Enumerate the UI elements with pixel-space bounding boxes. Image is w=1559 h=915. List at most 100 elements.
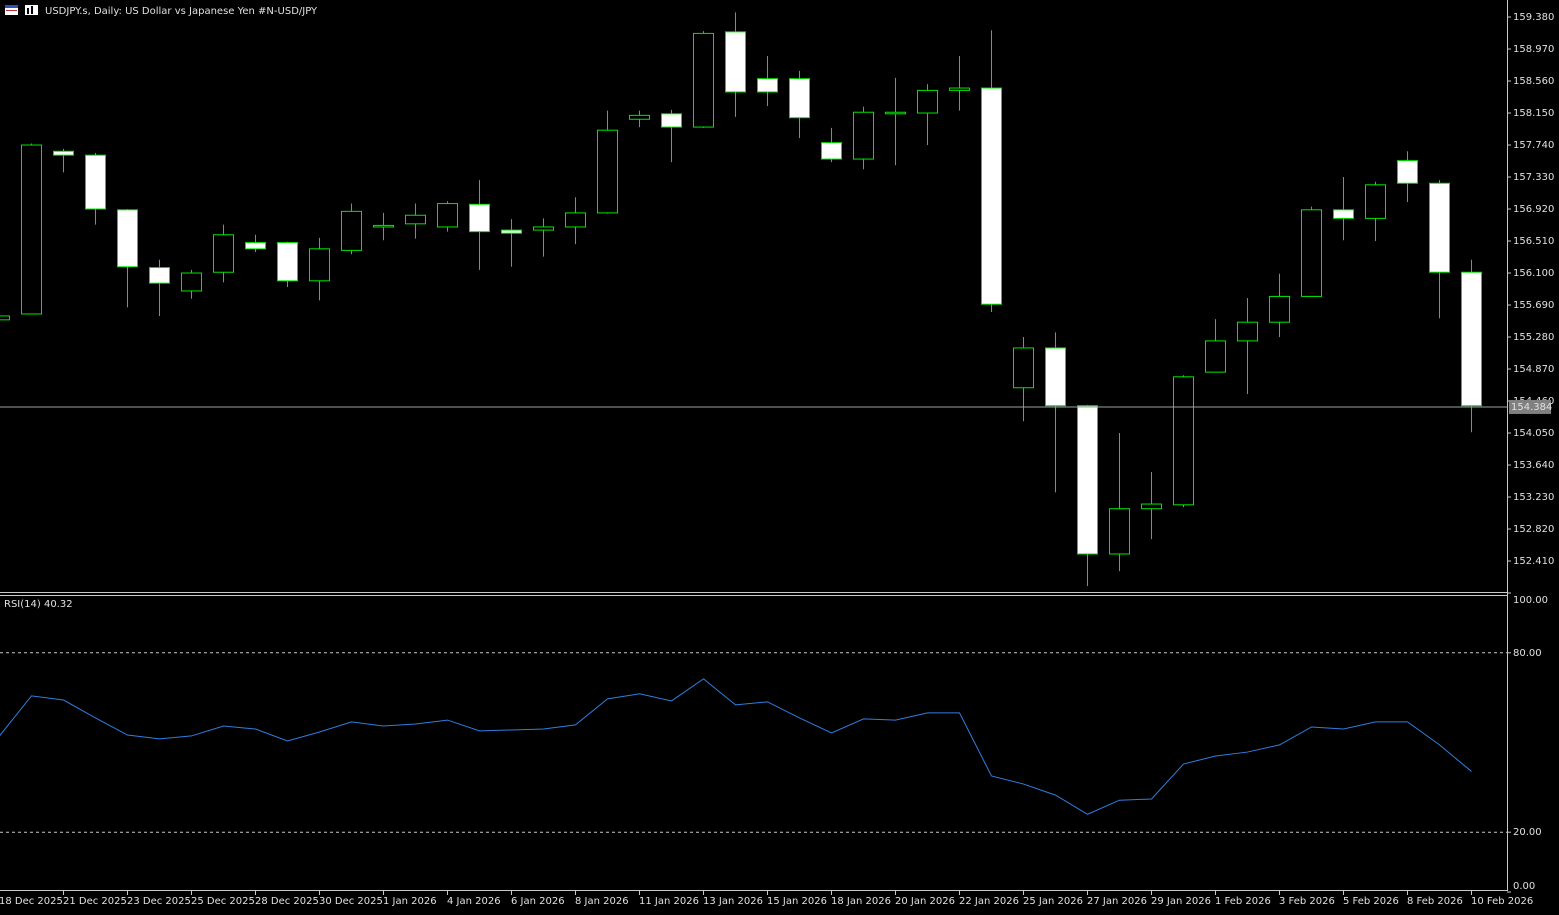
candle-body [1109, 508, 1130, 555]
candle-body [533, 226, 554, 231]
x-tick-label: 27 Jan 2026 [1087, 896, 1147, 907]
x-tick-label: 28 Dec 2025 [255, 896, 319, 907]
x-tick-label: 18 Jan 2026 [831, 896, 891, 907]
y-tick-label: 100.00 [1513, 595, 1548, 606]
x-tick-label: 8 Feb 2026 [1407, 896, 1463, 907]
flag-stripe [6, 10, 17, 11]
last-price-label: 154.384 [1511, 402, 1552, 413]
x-tick-label: 11 Jan 2026 [639, 896, 699, 907]
candle-body [373, 224, 394, 228]
candle-body [1077, 405, 1098, 555]
y-tick-label: 153.230 [1513, 492, 1554, 503]
candle-body [1141, 503, 1162, 510]
y-tick-label: 152.820 [1513, 524, 1554, 535]
candle-body [789, 78, 810, 119]
y-tick-label: 154.870 [1513, 364, 1554, 375]
flag-stripe [5, 5, 18, 8]
candle-body [1013, 347, 1034, 389]
x-tick-label: 13 Jan 2026 [703, 896, 763, 907]
y-tick-label: 156.100 [1513, 268, 1554, 279]
candle-body [245, 242, 266, 250]
y-tick-label: 158.970 [1513, 44, 1554, 55]
candle-body [181, 272, 202, 292]
x-tick-label: 8 Jan 2026 [575, 896, 629, 907]
candle-body [693, 32, 714, 128]
y-tick-label: 158.560 [1513, 76, 1554, 87]
x-tick-label: 5 Feb 2026 [1343, 896, 1399, 907]
candle-body [1173, 376, 1194, 506]
y-tick-label: 155.280 [1513, 332, 1554, 343]
candle-body [661, 113, 682, 128]
indicator-title: RSI(14) 40.32 [4, 599, 73, 610]
y-tick-label: 158.150 [1513, 108, 1554, 119]
candle-body [853, 111, 874, 160]
y-tick-label: 159.380 [1513, 12, 1554, 23]
candle-body [1269, 295, 1290, 323]
candle-body [757, 78, 778, 93]
candle-body [1045, 347, 1066, 407]
candle-body [53, 150, 74, 156]
candle-body [885, 111, 906, 115]
candle-body [565, 212, 586, 228]
x-tick-label: 29 Jan 2026 [1151, 896, 1211, 907]
x-tick-label: 18 Dec 2025 [0, 896, 63, 907]
candle-body [85, 154, 106, 210]
candle-body [949, 87, 970, 91]
candle-body [0, 315, 10, 321]
y-tick-label: 20.00 [1513, 827, 1542, 838]
x-tick-label: 3 Feb 2026 [1279, 896, 1335, 907]
candle-body [309, 248, 330, 282]
candle-body [597, 129, 618, 214]
candle-body [21, 144, 42, 315]
symbol-icons [5, 5, 38, 15]
candle-body [277, 242, 298, 282]
x-tick-label: 1 Jan 2026 [383, 896, 437, 907]
last-price-box [1509, 399, 1551, 414]
candle-body [469, 203, 490, 233]
chart-icon-bar [31, 6, 33, 14]
y-tick-label: 155.690 [1513, 300, 1554, 311]
candle-body [341, 210, 362, 251]
candle-body [1301, 209, 1322, 297]
x-tick-label: 20 Jan 2026 [895, 896, 955, 907]
candle-body [149, 267, 170, 284]
candle-body [725, 31, 746, 93]
candle-body [213, 234, 234, 273]
candle-body [501, 229, 522, 234]
candle-body [1205, 340, 1226, 373]
y-tick-label: 0.00 [1513, 881, 1535, 892]
x-tick-label: 23 Dec 2025 [127, 896, 191, 907]
y-tick-label: 154.050 [1513, 428, 1554, 439]
rsi-line [0, 678, 1472, 815]
candle-body [981, 87, 1002, 305]
x-tick-label: 6 Jan 2026 [511, 896, 565, 907]
candle-body [629, 114, 650, 120]
y-tick-label: 80.00 [1513, 648, 1542, 659]
x-tick-label: 25 Jan 2026 [1023, 896, 1083, 907]
chart-title: USDJPY.s, Daily: US Dollar vs Japanese Y… [45, 6, 318, 17]
x-tick-label: 10 Feb 2026 [1471, 896, 1533, 907]
x-tick-label: 30 Dec 2025 [319, 896, 383, 907]
candle-body [821, 142, 842, 160]
y-tick-label: 156.510 [1513, 236, 1554, 247]
candle-body [1365, 184, 1386, 219]
y-tick-label: 152.410 [1513, 556, 1554, 567]
y-tick-label: 157.740 [1513, 140, 1554, 151]
chart-icon-bar [27, 8, 29, 14]
x-tick-label: 15 Jan 2026 [767, 896, 827, 907]
candle-body [437, 203, 458, 228]
candle-body [917, 89, 938, 114]
x-tick-label: 4 Jan 2026 [447, 896, 501, 907]
candle-body [117, 209, 138, 268]
candle-body [405, 214, 426, 225]
x-tick-label: 22 Jan 2026 [959, 896, 1019, 907]
x-tick-label: 1 Feb 2026 [1215, 896, 1271, 907]
y-tick-label: 157.330 [1513, 172, 1554, 183]
candle-body [1397, 160, 1418, 184]
candle-body [1461, 271, 1482, 407]
candle-body [1237, 321, 1258, 342]
y-tick-label: 153.640 [1513, 460, 1554, 471]
